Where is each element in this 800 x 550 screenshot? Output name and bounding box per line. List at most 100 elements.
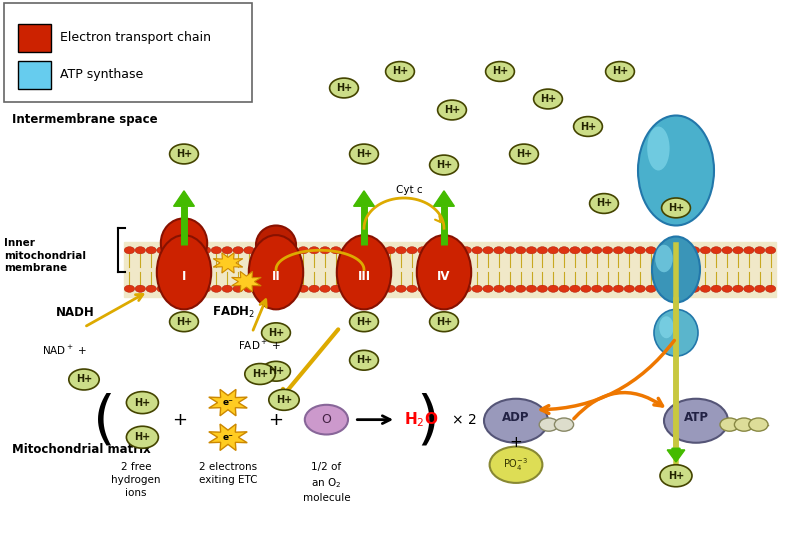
- Text: +: +: [173, 411, 187, 428]
- Circle shape: [406, 285, 417, 293]
- Circle shape: [554, 418, 574, 431]
- Text: FAD$^+$ +: FAD$^+$ +: [238, 339, 282, 353]
- Circle shape: [287, 285, 298, 293]
- Circle shape: [515, 246, 526, 254]
- Circle shape: [700, 246, 710, 254]
- FancyBboxPatch shape: [4, 3, 252, 102]
- Circle shape: [245, 364, 275, 384]
- Circle shape: [614, 246, 624, 254]
- Circle shape: [342, 246, 352, 254]
- Circle shape: [146, 285, 156, 293]
- Text: H+: H+: [134, 432, 150, 442]
- Circle shape: [350, 350, 378, 370]
- Circle shape: [606, 62, 634, 81]
- Text: O: O: [322, 413, 331, 426]
- Circle shape: [486, 62, 514, 81]
- Circle shape: [430, 155, 458, 175]
- Circle shape: [483, 285, 494, 293]
- Circle shape: [124, 246, 134, 254]
- Text: II: II: [272, 270, 280, 283]
- Text: (: (: [93, 392, 115, 449]
- Text: H+: H+: [268, 366, 284, 376]
- Text: e⁻: e⁻: [222, 398, 234, 407]
- Text: H+: H+: [268, 328, 284, 338]
- Text: ATP synthase: ATP synthase: [60, 68, 143, 81]
- Text: 2 free
hydrogen
ions: 2 free hydrogen ions: [111, 462, 161, 498]
- Bar: [124, 242, 776, 297]
- Circle shape: [178, 246, 189, 254]
- Text: H+: H+: [612, 67, 628, 76]
- Circle shape: [190, 246, 200, 254]
- Circle shape: [146, 246, 156, 254]
- Text: H+: H+: [176, 317, 192, 327]
- Circle shape: [624, 285, 634, 293]
- Circle shape: [646, 246, 656, 254]
- Circle shape: [406, 246, 417, 254]
- Circle shape: [733, 246, 743, 254]
- Circle shape: [591, 246, 602, 254]
- Circle shape: [700, 285, 710, 293]
- Text: H+: H+: [336, 83, 352, 93]
- Text: H+: H+: [516, 149, 532, 159]
- Circle shape: [157, 246, 167, 254]
- Circle shape: [766, 285, 776, 293]
- Ellipse shape: [647, 126, 670, 170]
- Circle shape: [320, 285, 330, 293]
- Text: IV: IV: [438, 270, 450, 283]
- Circle shape: [690, 246, 700, 254]
- Circle shape: [664, 399, 728, 443]
- Circle shape: [178, 285, 189, 293]
- Circle shape: [754, 246, 765, 254]
- Text: NADH: NADH: [56, 306, 94, 319]
- Text: H+: H+: [392, 67, 408, 76]
- Circle shape: [262, 323, 290, 343]
- Circle shape: [678, 246, 689, 254]
- Text: H+: H+: [134, 398, 150, 408]
- Circle shape: [539, 418, 558, 431]
- Circle shape: [200, 246, 210, 254]
- Circle shape: [494, 246, 504, 254]
- Ellipse shape: [659, 316, 674, 338]
- Circle shape: [211, 246, 222, 254]
- Circle shape: [484, 399, 548, 443]
- Circle shape: [635, 285, 646, 293]
- Circle shape: [744, 246, 754, 254]
- Circle shape: [472, 246, 482, 254]
- Circle shape: [254, 285, 265, 293]
- Ellipse shape: [652, 236, 700, 302]
- Circle shape: [266, 246, 276, 254]
- Text: 2 electrons
exiting ETC: 2 electrons exiting ETC: [198, 462, 258, 485]
- Text: H+: H+: [492, 67, 508, 76]
- Circle shape: [309, 246, 319, 254]
- Circle shape: [614, 285, 624, 293]
- FancyArrow shape: [434, 191, 454, 206]
- Text: Electron transport chain: Electron transport chain: [60, 31, 211, 45]
- Circle shape: [581, 285, 591, 293]
- Text: H+: H+: [252, 369, 268, 379]
- Circle shape: [660, 465, 692, 487]
- Circle shape: [720, 418, 739, 431]
- Circle shape: [537, 285, 547, 293]
- Text: Intermembrane space: Intermembrane space: [12, 113, 158, 126]
- Polygon shape: [214, 253, 242, 273]
- Text: +: +: [510, 434, 522, 450]
- Circle shape: [69, 369, 99, 390]
- Circle shape: [309, 285, 319, 293]
- Circle shape: [244, 246, 254, 254]
- Circle shape: [510, 144, 538, 164]
- Text: H+: H+: [596, 199, 612, 208]
- Ellipse shape: [638, 116, 714, 226]
- Circle shape: [570, 285, 580, 293]
- Circle shape: [439, 246, 450, 254]
- Circle shape: [667, 285, 678, 293]
- Text: H+: H+: [76, 375, 92, 384]
- Circle shape: [350, 144, 378, 164]
- Circle shape: [330, 285, 341, 293]
- Text: PO$_4^{-3}$: PO$_4^{-3}$: [503, 456, 529, 473]
- Circle shape: [374, 246, 385, 254]
- Text: H+: H+: [176, 149, 192, 159]
- Circle shape: [526, 246, 537, 254]
- Text: I: I: [182, 270, 186, 283]
- Circle shape: [363, 285, 374, 293]
- Circle shape: [330, 78, 358, 98]
